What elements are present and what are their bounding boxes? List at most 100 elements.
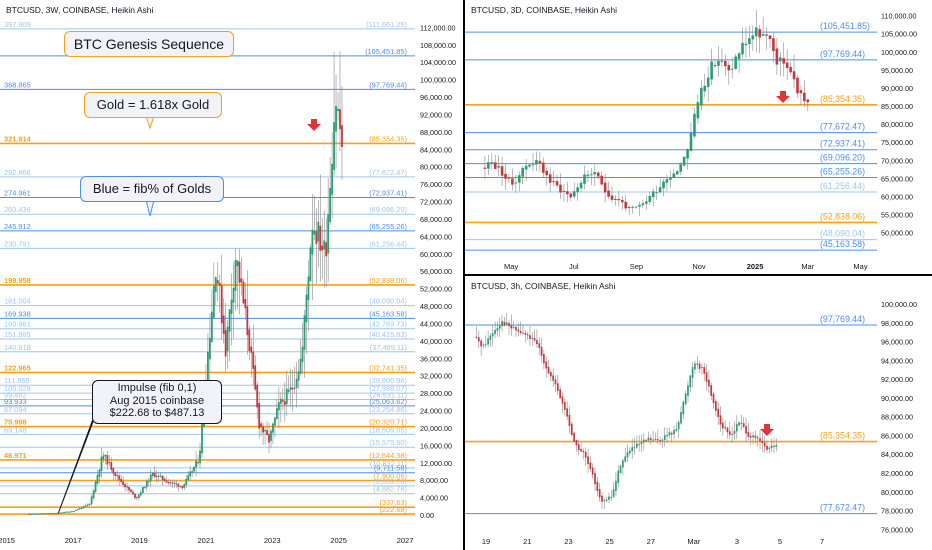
fib-price-label: (105,451.85): [820, 21, 870, 31]
price-axis-label: 40,000.00: [420, 337, 452, 346]
candle: [293, 387, 296, 389]
candle: [315, 231, 318, 244]
daily-chart-panel[interactable]: 110,000.00 105,000.00 100,000.00 95,000.00 9…: [465, 0, 932, 274]
candle: [603, 499, 606, 501]
candle: [806, 99, 810, 103]
daily-chart-svg[interactable]: 110,000.00 105,000.00 100,000.00 95,000.00 9…: [465, 0, 932, 274]
candle: [268, 433, 270, 443]
candle: [226, 326, 229, 352]
candle: [556, 383, 559, 391]
candle: [325, 242, 328, 257]
gold-callout: Gold = 1.618x Gold: [84, 92, 222, 118]
candle: [720, 60, 724, 62]
candle: [670, 432, 673, 435]
candle: [526, 334, 529, 336]
candle: [171, 482, 174, 484]
candle: [519, 331, 522, 334]
fib-ratio-label: 87.094: [4, 405, 27, 414]
candle: [256, 384, 259, 408]
candle: [552, 181, 555, 183]
candle: [727, 65, 731, 71]
candle: [593, 172, 597, 175]
candle: [189, 471, 192, 477]
fib-ratio-label: 181.004: [4, 297, 31, 306]
candle: [540, 346, 543, 356]
fib-ratio-label: 122.965: [4, 363, 31, 372]
candle: [335, 105, 337, 132]
weekly-chart-panel[interactable]: 112,000.00 108,000.00 104,000.00 100,000.00…: [0, 0, 463, 550]
fib-ratio-label: 99.482: [4, 390, 27, 399]
candle: [586, 174, 590, 177]
candle: [515, 326, 517, 331]
candle: [82, 506, 85, 508]
candle: [260, 423, 263, 428]
price-axis-label: 80,000.00: [881, 120, 913, 129]
price-axis-label: 85,000.00: [881, 102, 913, 111]
candle: [491, 333, 494, 337]
candle: [37, 513, 40, 515]
candle: [754, 27, 758, 37]
candle: [329, 187, 332, 223]
fib-ratio-label: 245.912: [4, 222, 31, 231]
candle: [514, 182, 518, 184]
candle: [605, 499, 608, 501]
fib-ratio-label: 321.914: [4, 134, 32, 143]
candle: [505, 322, 508, 325]
candle: [27, 513, 30, 515]
price-axis-label: 100,000.00: [881, 300, 917, 309]
candle: [706, 77, 710, 87]
candle: [242, 281, 245, 304]
candle: [341, 125, 343, 147]
price-axis-label: 105,000.00: [881, 30, 917, 39]
time-axis-label: 23: [564, 537, 572, 546]
candle: [666, 434, 668, 437]
candle: [497, 165, 500, 168]
candle: [167, 482, 170, 484]
time-axis-label: 2019: [131, 536, 148, 545]
candle: [686, 149, 689, 159]
candle: [538, 160, 542, 164]
candle: [65, 511, 67, 513]
fib-price-label: (52,838.06): [369, 276, 407, 285]
time-axis-label: 2015: [0, 536, 15, 545]
candle: [70, 511, 73, 513]
gold-callout-pointer: [145, 115, 155, 130]
fib-price-label: (37,489.11): [370, 343, 407, 352]
fib-ratio-label: 75.998: [4, 418, 27, 427]
price-axis-label: 60,000.00: [881, 193, 913, 202]
hourly-chart-panel[interactable]: 100,000.00 98,000.00 96,000.00 94,000.00 92,…: [465, 276, 932, 550]
candle: [220, 285, 223, 324]
candle: [234, 259, 237, 291]
candle: [512, 326, 515, 328]
candle: [80, 507, 83, 509]
candle: [738, 422, 740, 426]
candle: [305, 294, 308, 323]
vertical-divider: [463, 0, 465, 550]
price-axis-label: 78,000.00: [881, 507, 913, 516]
candle: [108, 462, 111, 464]
candle: [626, 452, 629, 458]
candle: [477, 337, 480, 342]
candle: [183, 484, 186, 488]
candle: [88, 503, 91, 505]
price-axis-label: 64,000.00: [420, 232, 452, 241]
fib-price-label: (97,769.44): [369, 80, 407, 89]
candle: [572, 191, 576, 197]
candle: [244, 299, 247, 309]
hourly-chart-svg[interactable]: 100,000.00 98,000.00 96,000.00 94,000.00 92,…: [465, 276, 932, 550]
candle: [313, 230, 316, 235]
candle: [589, 462, 592, 469]
candle: [594, 473, 596, 485]
fib-price-label: (23,254.86): [369, 405, 407, 414]
candle: [579, 182, 583, 189]
candle: [90, 496, 93, 505]
candle: [734, 56, 737, 69]
candle: [201, 420, 203, 454]
candle: [181, 486, 184, 489]
candle: [785, 62, 789, 68]
weekly-chart-svg[interactable]: 112,000.00 108,000.00 104,000.00 100,000.00…: [0, 0, 463, 550]
candle: [41, 513, 44, 515]
candle: [84, 505, 87, 507]
candle: [511, 178, 514, 185]
fib-price-label: (77,672.47): [820, 503, 865, 513]
